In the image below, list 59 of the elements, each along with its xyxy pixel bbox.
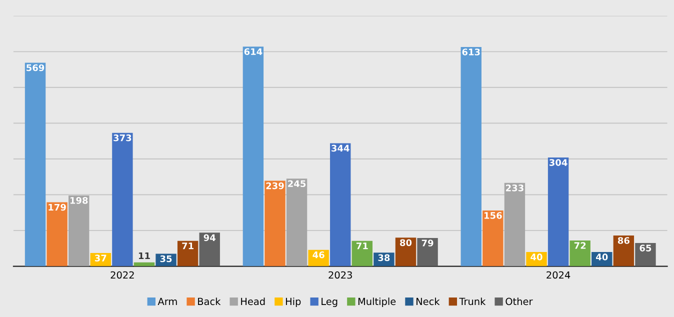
bar — [482, 210, 504, 266]
data-label: 614 — [244, 48, 262, 56]
legend-label: Trunk — [459, 298, 486, 306]
data-label: 40 — [596, 254, 608, 260]
bar — [395, 238, 416, 266]
x-tick-label: 2024 — [546, 271, 570, 279]
data-label: 569 — [26, 64, 44, 72]
bar — [46, 202, 68, 266]
bar — [264, 180, 286, 266]
bar — [199, 232, 220, 266]
bar — [504, 182, 526, 266]
data-label: 245 — [288, 180, 306, 188]
bar — [570, 240, 590, 266]
x-tick-label: 2022 — [110, 271, 134, 279]
data-label: 156 — [484, 212, 502, 219]
legend-label: Arm — [158, 298, 177, 305]
bar — [242, 46, 264, 266]
legend-label: Leg — [322, 298, 338, 307]
bar — [112, 132, 133, 266]
data-label: 79 — [422, 240, 434, 246]
bar — [68, 195, 90, 266]
bar — [635, 243, 656, 266]
data-label: 179 — [48, 204, 66, 211]
bar — [177, 240, 198, 266]
data-label: 71 — [356, 242, 368, 250]
legend-label: Other — [506, 298, 533, 306]
data-label: 38 — [378, 254, 390, 262]
bar — [417, 238, 438, 266]
bar — [352, 240, 373, 266]
data-label: 35 — [160, 255, 172, 262]
data-label: 304 — [549, 159, 568, 166]
data-label: 613 — [462, 48, 480, 56]
data-label: 239 — [266, 182, 284, 190]
data-label: 40 — [530, 254, 542, 260]
bar — [286, 178, 308, 266]
data-label: 94 — [204, 234, 216, 242]
bar — [548, 158, 569, 266]
x-tick-label: 2023 — [328, 271, 352, 279]
bar — [24, 62, 46, 266]
bar — [460, 46, 482, 266]
legend-label: Neck — [416, 298, 440, 306]
data-label: 373 — [114, 134, 132, 142]
data-label: 80 — [400, 239, 412, 246]
legend-label: Hip — [286, 298, 301, 307]
data-label: 344 — [332, 144, 350, 152]
legend-label: Back — [198, 298, 221, 306]
data-label: 71 — [182, 242, 194, 250]
bar — [613, 236, 634, 266]
data-label: 37 — [94, 254, 106, 262]
data-label: 11 — [138, 252, 150, 260]
data-label: 72 — [574, 242, 586, 249]
data-label: 65 — [640, 244, 652, 252]
data-label: 86 — [618, 237, 630, 244]
data-label: 46 — [312, 251, 324, 258]
bar — [330, 143, 351, 266]
data-label: 198 — [70, 197, 88, 204]
legend-label: Multiple — [358, 298, 396, 307]
legend-label: Head — [241, 298, 265, 306]
data-label: 233 — [506, 184, 524, 192]
